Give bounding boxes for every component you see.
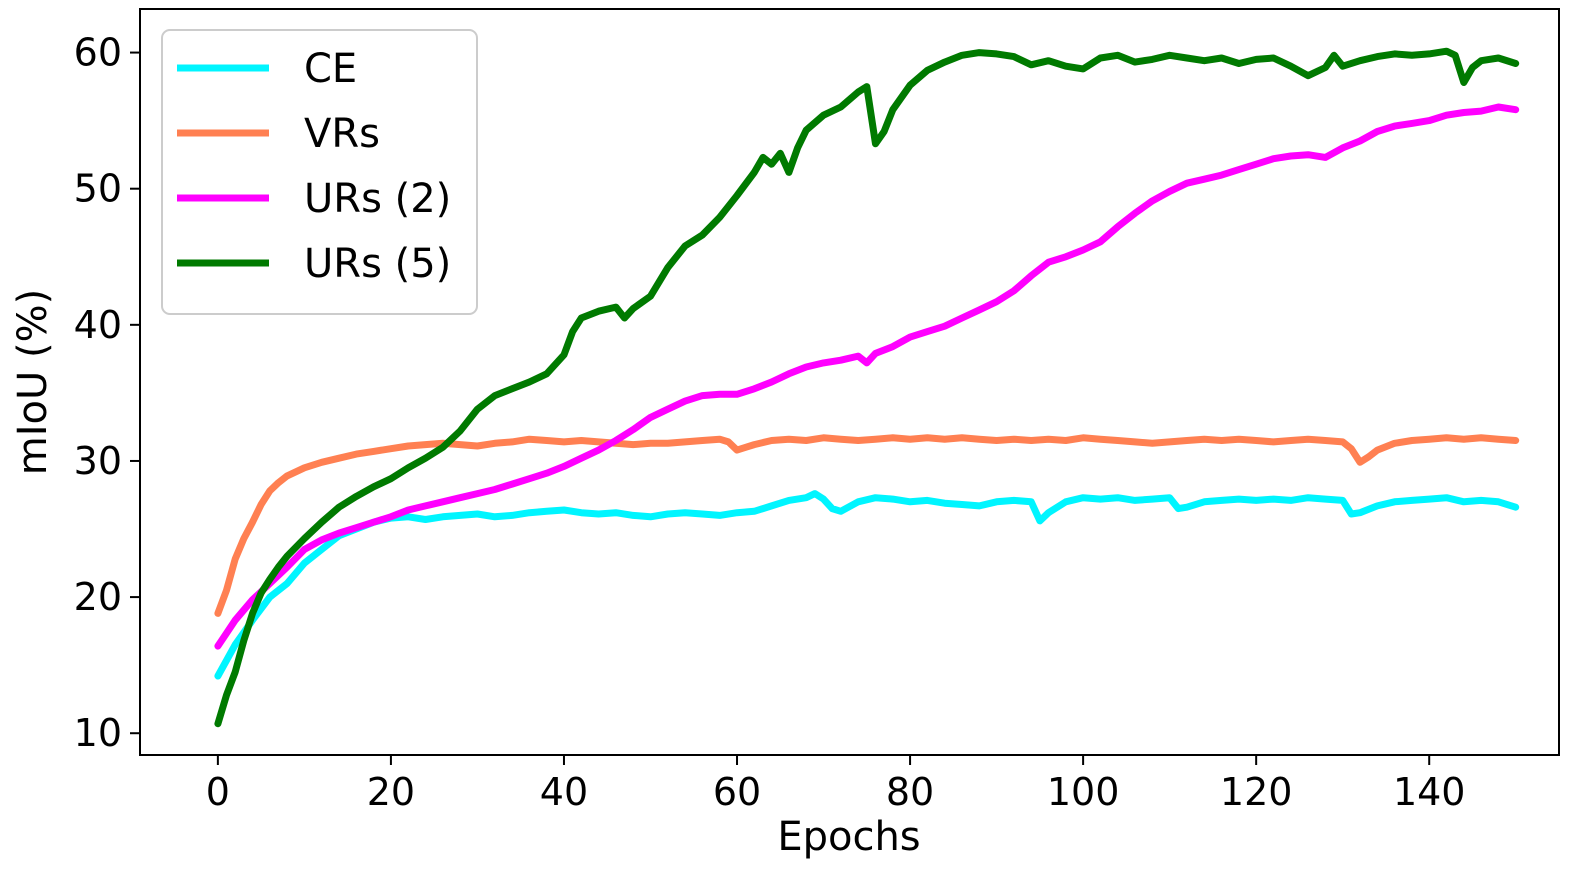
series-group xyxy=(214,47,1520,728)
x-tick-label-1: 20 xyxy=(367,770,415,814)
y-tick-label-5: 60 xyxy=(74,31,122,75)
y-tick-label-2: 30 xyxy=(74,439,122,483)
legend-label-3: URs (5) xyxy=(304,241,451,287)
y-tick-label-0: 10 xyxy=(74,711,122,755)
legend-label-0: CE xyxy=(304,46,357,92)
legend: CE VRs URs (2) URs (5) xyxy=(161,29,478,315)
x-tick-label-3: 60 xyxy=(713,770,761,814)
series-line-vrs xyxy=(214,434,1520,617)
y-tick-label-3: 40 xyxy=(74,303,122,347)
x-tick-label-4: 80 xyxy=(886,770,934,814)
legend-box xyxy=(161,29,478,315)
y-tick-label-1: 20 xyxy=(74,575,122,619)
x-axis-label: Epochs xyxy=(777,814,920,860)
x-tick-label-7: 140 xyxy=(1393,770,1466,814)
legend-label-2: URs (2) xyxy=(304,176,451,222)
series-line-ce xyxy=(214,490,1520,680)
y-tick-label-4: 50 xyxy=(74,167,122,211)
y-axis-label: mIoU (%) xyxy=(10,289,56,475)
x-tick-label-5: 100 xyxy=(1047,770,1120,814)
x-tick-label-2: 40 xyxy=(540,770,588,814)
axes: 0 20 40 60 80 100 120 140 10 20 30 40 50 60 xyxy=(74,31,1466,814)
series-line-urs-5 xyxy=(214,47,1520,728)
legend-label-1: VRs xyxy=(304,111,380,157)
series-line-urs-2 xyxy=(214,103,1520,650)
x-tick-label-0: 0 xyxy=(206,770,230,814)
x-tick-label-6: 120 xyxy=(1220,770,1293,814)
